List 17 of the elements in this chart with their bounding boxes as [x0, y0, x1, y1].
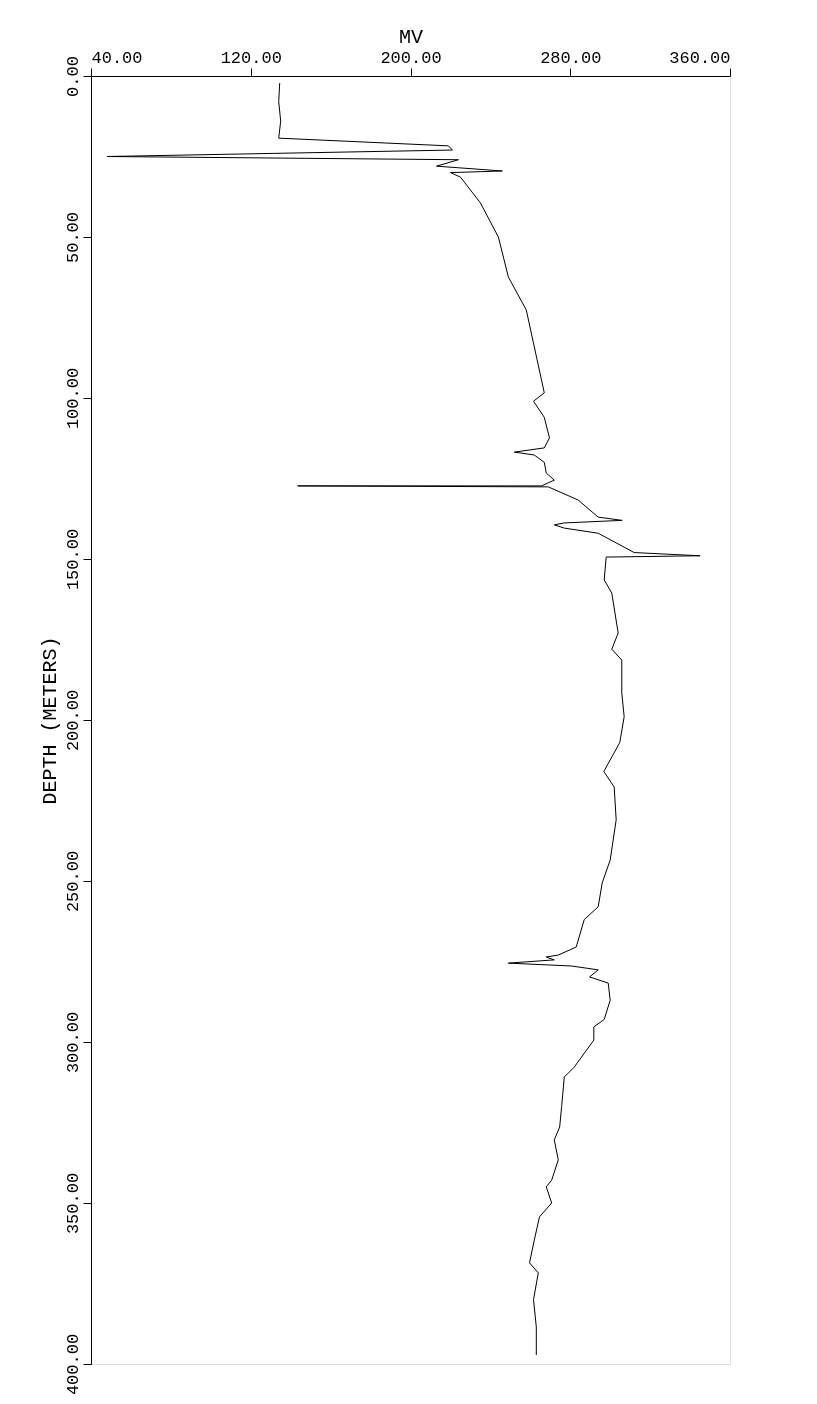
y-tick-label: 150.00: [63, 528, 83, 591]
x-tick-label: 120.00: [220, 48, 282, 68]
y-tick-label: 300.00: [63, 1011, 83, 1074]
x-tick-label: 40.00: [91, 48, 143, 68]
y-tick-label: 100.00: [63, 367, 83, 430]
x-tick-label: 280.00: [540, 48, 602, 68]
y-tick-label: 0.00: [63, 56, 83, 97]
y-tick-label: 350.00: [63, 1172, 83, 1235]
y-tick-label: 200.00: [63, 689, 83, 752]
y-tick-label: 50.00: [63, 211, 83, 264]
y-tick-label: 400.00: [63, 1333, 83, 1396]
x-tick-label: 200.00: [380, 48, 442, 68]
y-tick-label: 250.00: [63, 850, 83, 913]
x-axis-title: MV: [398, 25, 424, 49]
line-series: [106, 82, 701, 1356]
y-axis-title: DEPTH (METERS): [38, 636, 62, 805]
x-tick-label: 360.00: [669, 48, 731, 68]
